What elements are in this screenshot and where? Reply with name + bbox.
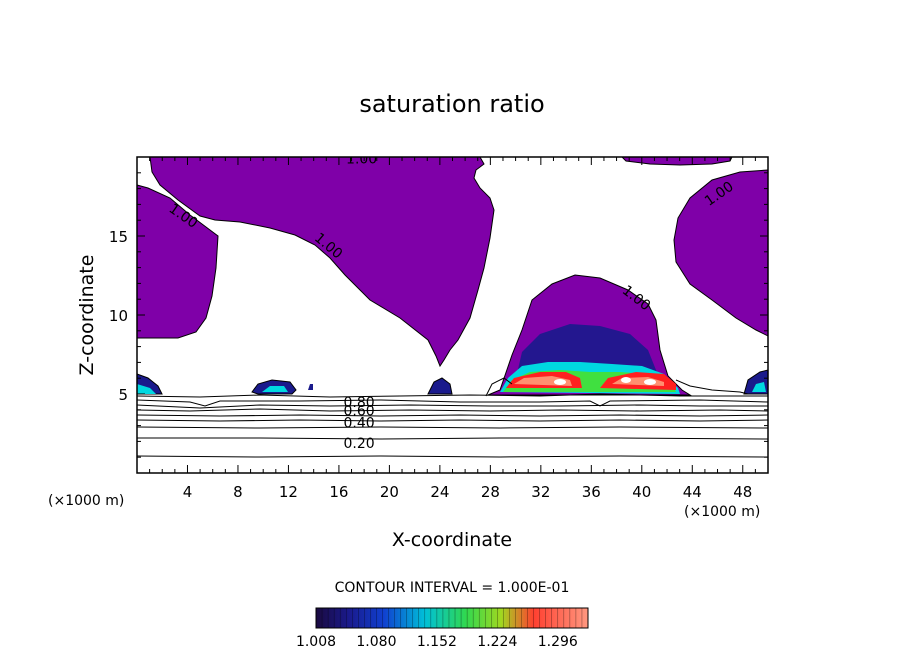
- colorbar-tick-label: 1.080: [356, 634, 396, 650]
- x-tick-label: 12: [279, 483, 298, 501]
- supersat-region-top: [149, 157, 495, 368]
- colorbar-tick-label: 1.152: [417, 634, 457, 650]
- cloud-white-spot: [621, 377, 631, 383]
- contour-label: 0.60: [344, 404, 375, 420]
- x-tick-label: 36: [582, 483, 601, 501]
- x-axis-label: X-coordinate: [392, 529, 512, 551]
- x-tick-label: 32: [531, 483, 550, 501]
- colorbar-stripes: [321, 608, 583, 628]
- x-axis: 4 8 12 16 20 24 28 32 36 40 44 48: [149, 157, 756, 501]
- colorbar: 1.008 1.080 1.152 1.224 1.296: [296, 607, 589, 650]
- x-tick-label: 4: [183, 483, 193, 501]
- x-tick-label: 28: [481, 483, 500, 501]
- patch-14km: [308, 384, 313, 390]
- colorbar-gradient: [315, 607, 589, 629]
- x-tick-label: 20: [380, 483, 399, 501]
- patch-12km-cyan: [262, 386, 288, 392]
- colorbar-tick-label: 1.224: [477, 634, 517, 650]
- x-tick-label: 48: [733, 483, 752, 501]
- patch-24km: [427, 377, 453, 395]
- x-axis-unit-right: (×1000 m): [684, 504, 760, 520]
- contour-label: 1.00: [346, 152, 377, 168]
- supersat-region-left: [137, 184, 219, 339]
- supersat-region-right: [673, 169, 768, 337]
- contour-label: 0.40: [344, 415, 375, 431]
- colorbar-ticks: 1.008 1.080 1.152 1.224 1.296: [296, 634, 578, 650]
- chart-title: saturation ratio: [359, 90, 544, 118]
- cloud-white-spot: [644, 379, 656, 385]
- contour-lines: [137, 377, 768, 458]
- x-tick-label: 44: [683, 483, 702, 501]
- y-tick-label: 15: [109, 228, 128, 246]
- cloud-white-spot: [554, 379, 566, 385]
- x-tick-label: 16: [329, 483, 348, 501]
- x-tick-label: 8: [233, 483, 243, 501]
- contour-interval-text: CONTOUR INTERVAL = 1.000E-01: [335, 580, 570, 596]
- y-axis-label: Z-coordinate: [76, 255, 98, 376]
- contour-label: 0.20: [344, 436, 375, 452]
- x-axis-unit-left: (×1000 m): [48, 493, 124, 509]
- plot-field: 1.001.001.001.001.000.800.600.400.20: [137, 152, 768, 473]
- patch-right-edge-cyan: [752, 382, 766, 392]
- colorbar-tick-label: 1.008: [296, 634, 336, 650]
- x-tick-label: 24: [430, 483, 449, 501]
- colorbar-tick-label: 1.296: [538, 634, 578, 650]
- y-axis: 5 10 15: [109, 172, 768, 458]
- y-tick-label: 5: [118, 386, 128, 404]
- y-tick-label: 10: [109, 307, 128, 325]
- patch-left-edge-cyan: [137, 384, 156, 394]
- contour-label: 0.80: [344, 395, 375, 411]
- x-tick-label: 40: [632, 483, 651, 501]
